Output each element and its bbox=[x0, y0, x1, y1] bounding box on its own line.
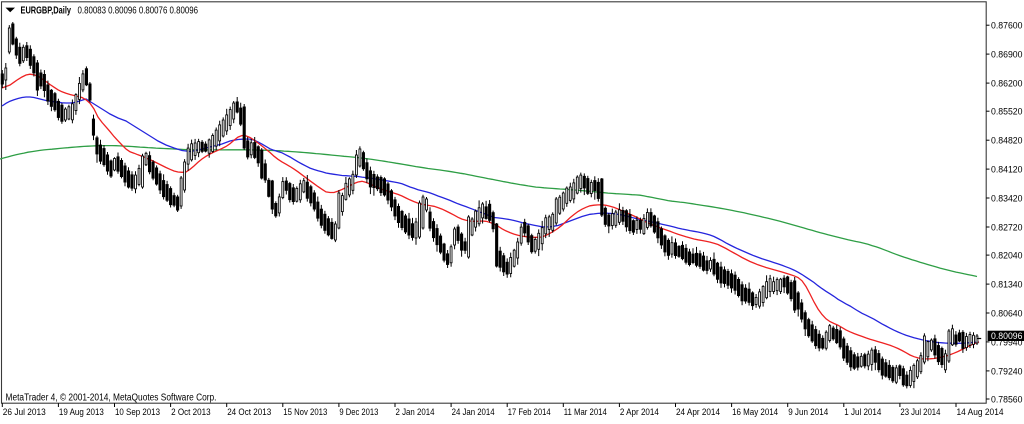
svg-text:9 Jun 2014: 9 Jun 2014 bbox=[788, 407, 828, 418]
svg-text:0.80096: 0.80096 bbox=[991, 331, 1023, 342]
svg-text:0.86900: 0.86900 bbox=[991, 50, 1023, 61]
svg-text:0.83420: 0.83420 bbox=[991, 193, 1023, 204]
svg-text:11 Mar 2014: 11 Mar 2014 bbox=[564, 407, 607, 418]
svg-text:23 Jul 2014: 23 Jul 2014 bbox=[900, 407, 940, 418]
svg-text:16 May 2014: 16 May 2014 bbox=[732, 407, 778, 418]
svg-text:17 Feb 2014: 17 Feb 2014 bbox=[508, 407, 551, 418]
svg-text:0.79940: 0.79940 bbox=[991, 337, 1023, 348]
svg-text:10 Sep 2013: 10 Sep 2013 bbox=[115, 407, 160, 418]
svg-text:0.82040: 0.82040 bbox=[991, 251, 1023, 262]
svg-text:0.81340: 0.81340 bbox=[991, 280, 1023, 291]
svg-text:0.84120: 0.84120 bbox=[991, 165, 1023, 176]
svg-text:2 Apr 2014: 2 Apr 2014 bbox=[620, 407, 659, 418]
svg-text:0.86200: 0.86200 bbox=[991, 79, 1023, 90]
svg-text:0.80640: 0.80640 bbox=[991, 308, 1023, 319]
svg-text:1 Jul 2014: 1 Jul 2014 bbox=[844, 407, 881, 418]
svg-text:26 Jul 2013: 26 Jul 2013 bbox=[3, 407, 46, 418]
svg-text:9 Dec 2013: 9 Dec 2013 bbox=[339, 407, 378, 418]
svg-text:0.78560: 0.78560 bbox=[991, 394, 1023, 405]
svg-text:0.87600: 0.87600 bbox=[991, 21, 1023, 32]
svg-text:0.84820: 0.84820 bbox=[991, 136, 1023, 147]
svg-text:24 Jan 2014: 24 Jan 2014 bbox=[452, 407, 495, 418]
svg-text:2 Jan 2014: 2 Jan 2014 bbox=[396, 407, 435, 418]
svg-text:0.79240: 0.79240 bbox=[991, 366, 1023, 377]
svg-text:24 Oct 2013: 24 Oct 2013 bbox=[227, 407, 271, 418]
svg-text:MetaTrader 4, © 2001-2014, Met: MetaTrader 4, © 2001-2014, MetaQuotes So… bbox=[6, 393, 217, 404]
svg-text:2 Oct 2013: 2 Oct 2013 bbox=[171, 407, 211, 418]
svg-text:24 Apr 2014: 24 Apr 2014 bbox=[676, 407, 720, 418]
svg-text:19 Aug 2013: 19 Aug 2013 bbox=[59, 407, 104, 418]
svg-text:EURGBP,Daily: EURGBP,Daily bbox=[21, 5, 72, 16]
svg-text:0.80083 0.80096 0.80076 0.8009: 0.80083 0.80096 0.80076 0.80096 bbox=[78, 5, 199, 16]
svg-text:0.82720: 0.82720 bbox=[991, 222, 1023, 233]
svg-text:15 Nov 2013: 15 Nov 2013 bbox=[283, 407, 327, 418]
svg-text:14 Aug 2014: 14 Aug 2014 bbox=[957, 407, 1004, 418]
svg-text:0.85520: 0.85520 bbox=[991, 107, 1023, 118]
